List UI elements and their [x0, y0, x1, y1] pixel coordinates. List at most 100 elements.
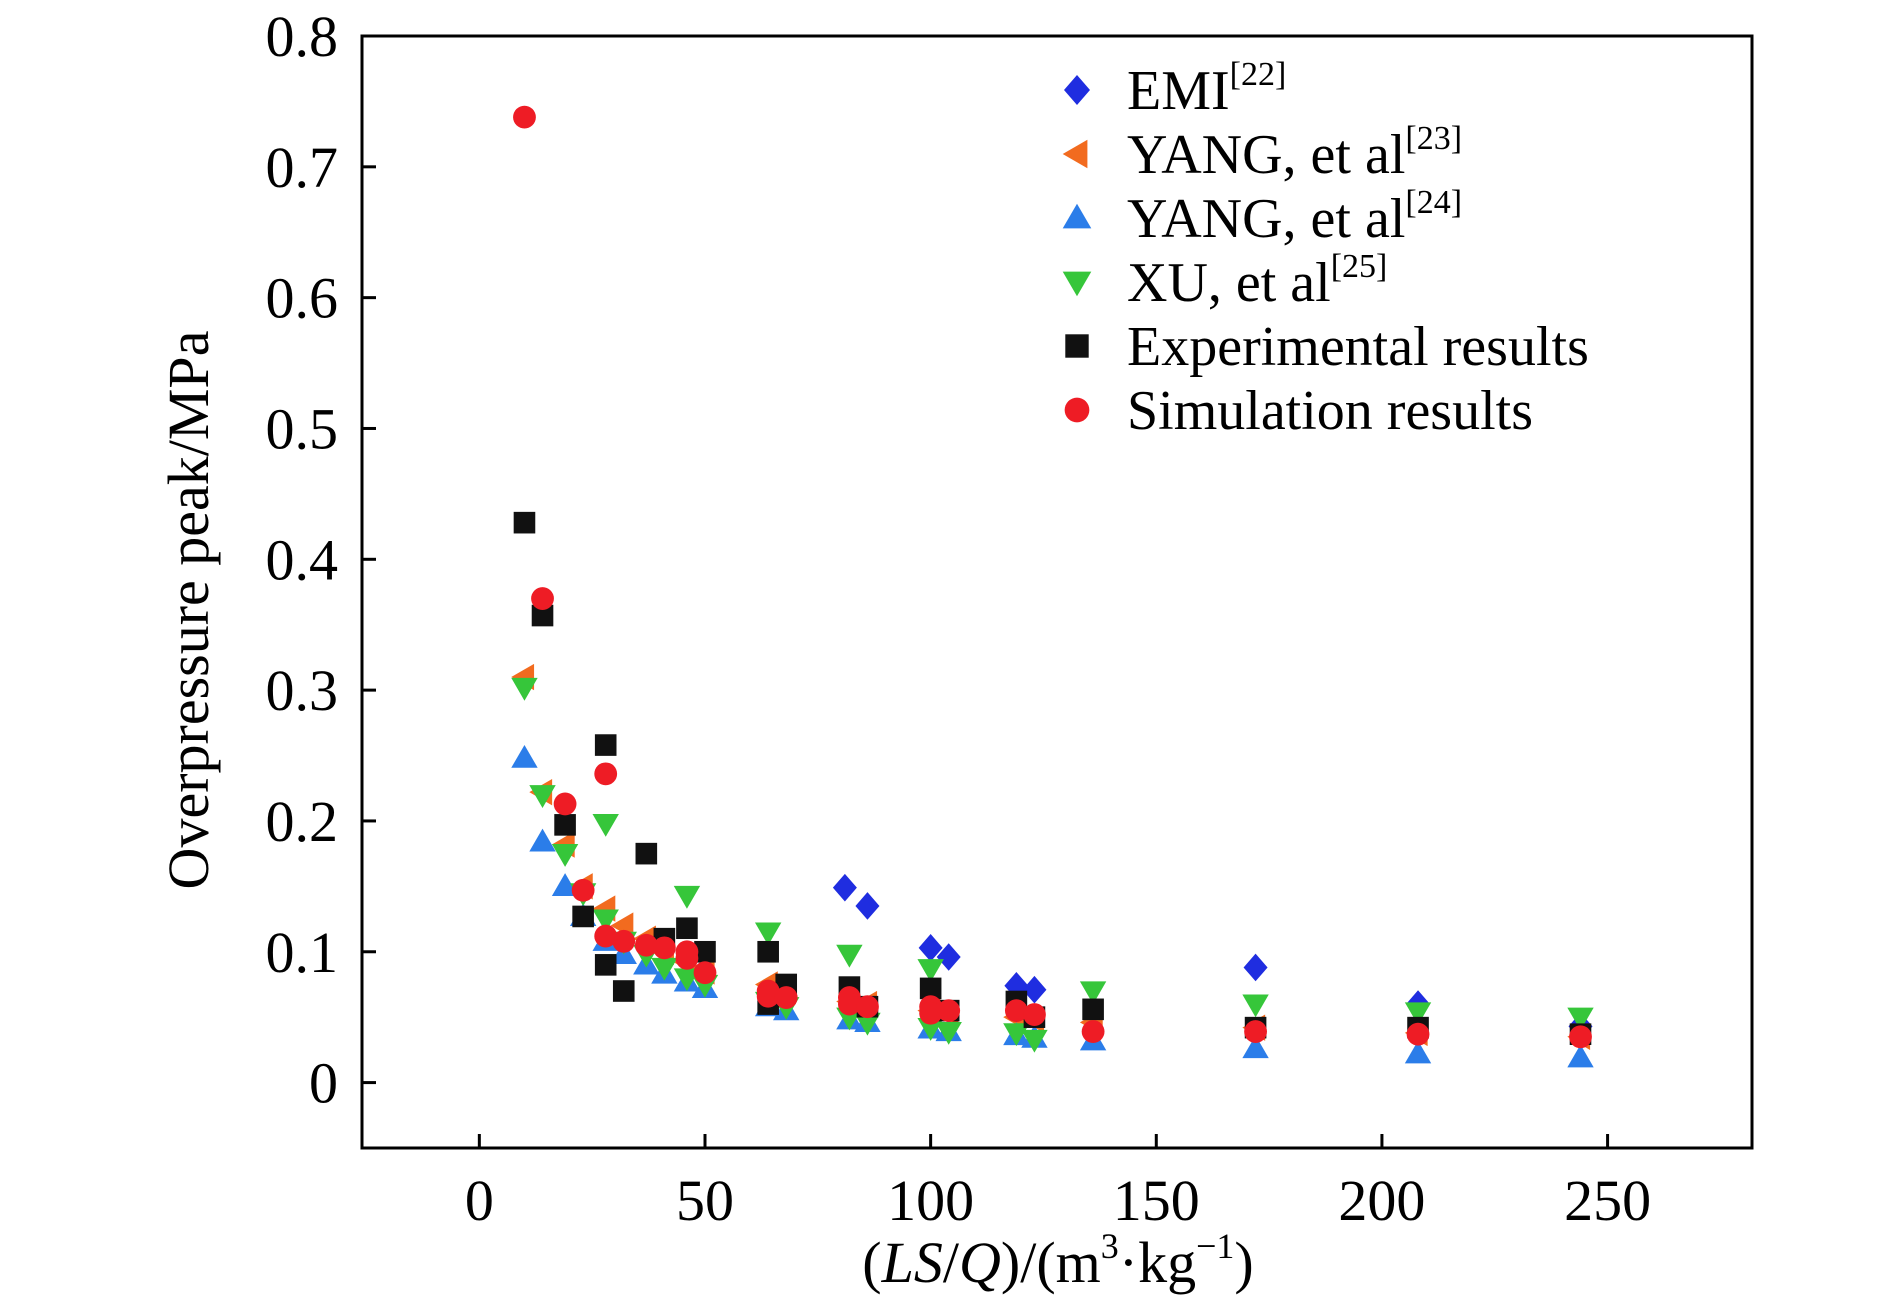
point-triangle-down [1567, 1007, 1594, 1031]
point-triangle-up [1404, 1040, 1432, 1064]
y-tick-label: 0.7 [266, 135, 339, 200]
point-triangle-up [1567, 1044, 1594, 1068]
x-tick-label: 100 [887, 1168, 974, 1233]
point-triangle-down [1021, 1029, 1048, 1053]
point-circle [1004, 999, 1028, 1023]
legend-marker-square [1065, 334, 1089, 358]
x-tick-label: 150 [1113, 1168, 1200, 1233]
legend-marker-circle [1064, 397, 1090, 423]
point-circle [652, 936, 676, 960]
legend-label: YANG, et al[24] [1127, 184, 1462, 250]
point-triangle-up [511, 744, 538, 768]
y-tick-label: 0.8 [266, 4, 339, 69]
plot-frame [360, 34, 1754, 1150]
point-circle [1569, 1025, 1592, 1049]
point-triangle-down [651, 957, 678, 981]
point-diamond [918, 934, 943, 962]
point-triangle-down [592, 909, 619, 933]
point-square [554, 814, 576, 836]
point-diamond [855, 892, 880, 920]
point-circle [856, 995, 879, 1019]
point-square [612, 980, 635, 1002]
point-square [694, 940, 716, 963]
point-triangle-down [1003, 1023, 1030, 1047]
legend-marker-diamond [1064, 75, 1090, 105]
point-circle [594, 924, 618, 948]
y-axis-title: Overpressure peak/MPa [156, 331, 221, 890]
point-circle [919, 1001, 943, 1025]
point-triangle-down [1404, 1002, 1432, 1026]
y-tick-label: 0.3 [266, 658, 339, 723]
point-circle [571, 878, 595, 902]
point-circle [937, 999, 961, 1023]
point-circle [1244, 1020, 1267, 1043]
point-square [635, 842, 658, 865]
x-tick-label: 250 [1564, 1168, 1651, 1233]
x-tick-label: 0 [465, 1168, 494, 1233]
x-axis-title: (LS/Q)/(m3·kg−1) [862, 1226, 1253, 1295]
point-triangle-down [551, 844, 579, 867]
point-triangle-down [1242, 994, 1269, 1018]
legend-label: XU, et al[25] [1127, 248, 1387, 314]
point-square [676, 917, 698, 940]
point-circle [838, 992, 861, 1016]
legend-marker-triangle-down [1062, 271, 1092, 297]
point-triangle-down [673, 968, 701, 992]
point-square [572, 905, 594, 928]
legend-label: Simulation results [1127, 380, 1533, 442]
point-circle [756, 984, 780, 1008]
point-square [513, 511, 536, 534]
point-triangle-down [854, 1012, 881, 1036]
point-circle [1023, 1003, 1046, 1026]
y-tick-label: 0.6 [266, 266, 339, 331]
y-tick-label: 0 [309, 1051, 338, 1116]
y-tick-label: 0.1 [266, 920, 339, 985]
x-tick-label: 200 [1338, 1168, 1425, 1233]
point-circle [594, 762, 618, 786]
point-diamond [936, 943, 961, 971]
legend-marker-triangle-up [1062, 203, 1092, 229]
legend-label: EMI[22] [1127, 56, 1286, 122]
point-circle [612, 929, 636, 953]
legend-label: Experimental results [1127, 316, 1589, 378]
point-triangle-down [935, 1021, 962, 1045]
point-triangle-down [529, 785, 556, 808]
point-square [757, 940, 779, 963]
point-triangle-down [836, 944, 863, 968]
legend-marker-triangle-left [1062, 139, 1088, 169]
axis-ticks: 0 50 100 150 200 250 0 0.1 0.2 0.3 0.4 0.5 0.6 0.7 0.8 [266, 4, 1652, 1233]
point-triangle-up [551, 873, 579, 896]
point-triangle-down [754, 922, 782, 946]
point-square [594, 734, 617, 756]
point-circle [531, 587, 554, 610]
y-tick-label: 0.4 [266, 527, 339, 592]
point-circle [553, 792, 577, 816]
data-points [511, 105, 1594, 1068]
point-circle [693, 961, 717, 985]
point-diamond [1243, 953, 1268, 982]
point-square [531, 604, 554, 627]
y-tick-label: 0.5 [266, 396, 339, 461]
point-square [1082, 998, 1104, 1021]
point-square [919, 977, 942, 1000]
point-circle [774, 986, 798, 1009]
point-triangle-up [1242, 1035, 1269, 1059]
point-triangle-down [673, 885, 701, 909]
point-circle [1406, 1022, 1430, 1046]
point-triangle-down [511, 677, 538, 701]
legend-label: YANG, et al[23] [1127, 120, 1462, 186]
point-triangle-up [529, 828, 556, 852]
y-tick-label: 0.2 [266, 789, 339, 854]
point-circle [634, 933, 658, 957]
point-triangle-down [592, 813, 619, 837]
x-tick-label: 50 [676, 1168, 734, 1233]
point-square [594, 954, 617, 976]
point-diamond [1022, 975, 1047, 1004]
point-diamond [832, 873, 857, 902]
point-circle [1081, 1020, 1105, 1043]
legend: EMI[22]YANG, et al[23]YANG, et al[24]XU,… [1062, 56, 1589, 442]
point-circle [675, 946, 699, 970]
point-circle [513, 105, 536, 129]
point-triangle-down [1079, 981, 1107, 1005]
